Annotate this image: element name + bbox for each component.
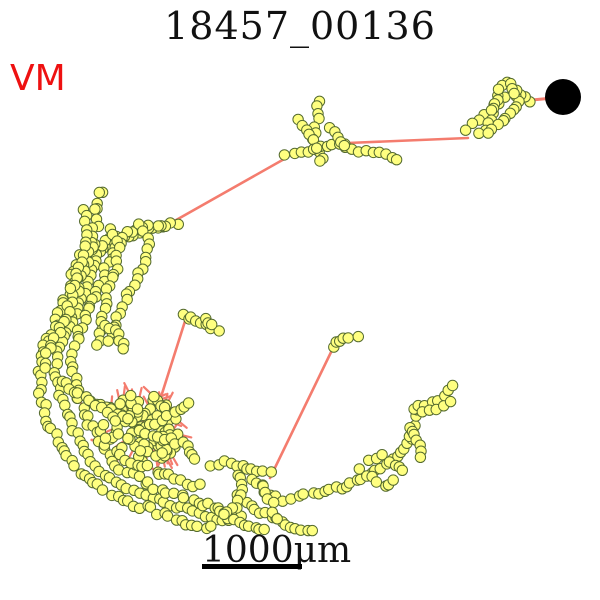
figure-title: 18457_00136 [164,4,436,48]
skeleton-segment [346,136,470,145]
skeleton-segment [160,156,288,230]
skeleton-node [492,83,505,96]
skeleton-node [313,112,325,125]
skeleton-node [177,492,190,504]
skeleton-node [271,513,283,525]
skeleton-node [370,476,383,488]
skeleton-node [508,87,520,100]
skeleton-node [387,474,399,486]
skeleton-node [147,483,159,495]
skeleton-node [485,104,498,116]
skeleton-node [352,330,364,343]
skeleton-node [265,466,277,478]
skeleton-node [141,459,154,472]
skeleton-node [117,343,129,355]
skeleton-node [206,318,218,331]
skeleton-node [131,403,144,415]
skeleton-node [99,432,112,444]
skeleton-node [144,501,157,513]
skeleton-node [414,451,427,463]
skeleton-node [112,428,125,440]
skeleton-node [444,395,457,408]
skeleton-node [102,335,115,347]
skeleton-node [278,149,291,161]
skeleton-node [205,520,217,532]
skeleton-node [91,339,103,351]
skeleton-node [353,463,365,475]
skeleton-node [268,496,280,509]
skeleton-nodes [32,76,536,537]
skeleton-node [152,220,165,232]
skeleton-node [148,390,160,403]
skeleton-node [40,347,52,359]
region-label: VM [10,58,66,99]
skeleton-node [97,419,110,431]
skeleton-node [96,484,109,496]
skeleton-node [64,282,77,295]
skeleton-segment [268,344,336,480]
skeleton-node [109,415,122,427]
skeleton-node [68,460,80,472]
skeleton-node [182,397,195,409]
skeleton-node [338,139,350,152]
skeleton-node [390,154,403,166]
skeleton-node [311,142,323,154]
skeleton-node [306,524,318,537]
skeleton-node [297,488,309,500]
soma-marker [545,79,581,115]
skeleton-node [213,325,225,337]
skeleton-node [191,520,203,532]
skeleton-node [396,464,408,476]
skeleton-node [93,186,106,199]
skeleton-node [466,117,479,130]
skeleton-node [218,508,230,520]
skeleton-node [314,155,326,167]
skeleton-node [188,453,201,465]
skeleton-node [482,127,494,139]
skeleton-node [258,523,270,536]
skeleton-node [79,240,91,252]
skeleton-node [194,478,206,490]
scale-bar [202,564,302,569]
skeleton-node [342,332,354,344]
skeleton-node [459,124,472,136]
skeleton-node [122,413,134,425]
skeleton-node [122,432,134,445]
skeleton-node [125,389,137,402]
skeleton-node [156,447,168,459]
skeleton-node [376,449,388,461]
skeleton-node [134,445,147,457]
skeleton-segment [158,316,188,402]
skeleton-node [446,379,459,392]
skeleton-node [39,362,51,374]
